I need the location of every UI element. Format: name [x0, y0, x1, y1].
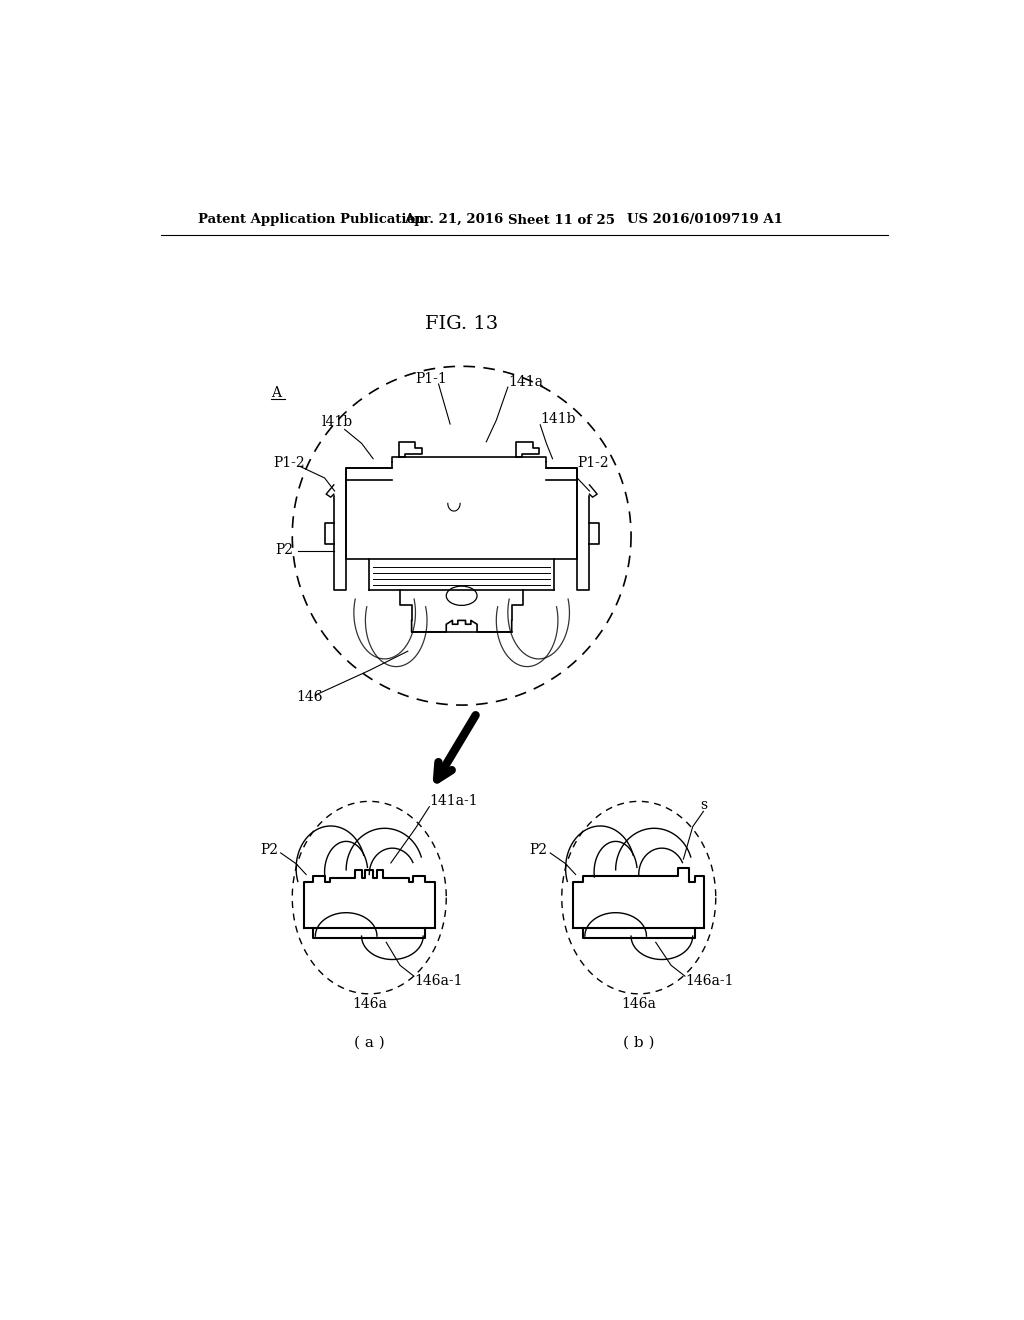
Text: Apr. 21, 2016: Apr. 21, 2016	[403, 214, 503, 227]
Text: Sheet 11 of 25: Sheet 11 of 25	[508, 214, 614, 227]
Text: P1-2: P1-2	[273, 455, 305, 470]
Text: P1-1: P1-1	[415, 372, 446, 385]
Text: 141b: 141b	[541, 412, 575, 425]
Text: P2: P2	[275, 543, 293, 557]
Text: P1-2: P1-2	[578, 455, 609, 470]
Text: 146a: 146a	[622, 997, 656, 1011]
Text: 146a: 146a	[352, 997, 387, 1011]
Text: US 2016/0109719 A1: US 2016/0109719 A1	[628, 214, 783, 227]
Text: P2: P2	[529, 843, 548, 857]
Text: 146a-1: 146a-1	[685, 974, 733, 987]
Text: 146: 146	[296, 690, 323, 705]
Text: P2: P2	[260, 843, 278, 857]
Text: FIG. 13: FIG. 13	[425, 315, 499, 333]
Text: 146a-1: 146a-1	[414, 974, 463, 987]
Text: 141a-1: 141a-1	[429, 795, 478, 808]
Text: ( b ): ( b )	[623, 1035, 654, 1049]
Text: A: A	[270, 387, 281, 400]
Text: 141a: 141a	[508, 375, 543, 388]
Text: ( a ): ( a )	[354, 1035, 385, 1049]
Text: s: s	[700, 799, 708, 812]
Text: l41b: l41b	[322, 414, 352, 429]
Text: Patent Application Publication: Patent Application Publication	[199, 214, 425, 227]
